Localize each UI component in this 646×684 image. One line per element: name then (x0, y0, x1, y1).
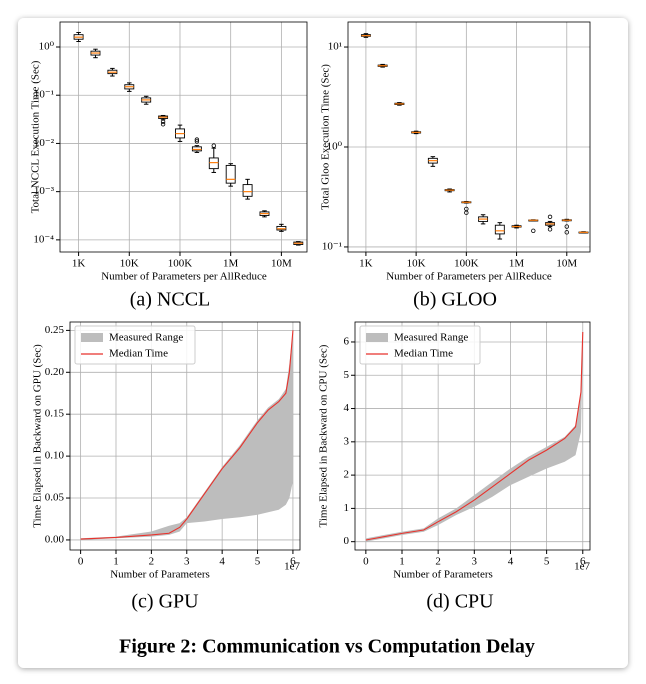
x-tick-label: 10K (120, 258, 139, 270)
x-tick-label: 6 (290, 556, 296, 568)
x-tick-label: 6 (580, 556, 586, 568)
x-tick-label: 2 (149, 556, 155, 568)
outlier (464, 210, 469, 215)
x-tick-label: 5 (544, 556, 550, 568)
x-tick-label: 1K (72, 258, 86, 270)
y-tick-label: 0.15 (45, 408, 65, 420)
x-tick-label: 10K (407, 258, 426, 270)
figure-caption: Figure 2: Communication vs Computation D… (119, 636, 535, 658)
panel: 10⁻¹ 10⁰ 10¹ 1K 10K 100K 1M 10M Number of Parame… (320, 21, 591, 311)
y-tick-label: 5 (344, 369, 350, 381)
x-tick-label: 100K (454, 258, 479, 270)
range-area (80, 330, 293, 540)
x-tick-label: 1M (509, 258, 525, 270)
subfigure-caption: (c) GPU (131, 591, 199, 613)
x-tick-label: 10M (556, 258, 577, 270)
panel: 0 1 2 3 4 5 6 0 1 2 3 4 5 6 Measured Range Median Time N… (318, 321, 591, 613)
y-tick-label: 10⁰ (39, 41, 55, 53)
y-tick-label: 0.10 (45, 450, 65, 462)
y-tick-label: 10⁰ (327, 141, 343, 153)
outlier (547, 214, 553, 220)
subfigure-caption: (a) NCCL (130, 289, 211, 311)
x-tick-label: 0 (363, 556, 369, 568)
y-tick-label: 0 (344, 535, 350, 547)
y-tick-label: 10⁻¹ (34, 89, 54, 101)
y-tick-label: 0.25 (45, 324, 65, 336)
outlier (547, 227, 553, 232)
x-offset-label: 1e7 (574, 561, 590, 573)
x-tick-label: 0 (78, 556, 84, 568)
box (494, 224, 505, 235)
y-tick-label: 4 (344, 402, 350, 414)
x-tick-label: 3 (472, 556, 478, 568)
outlier (211, 143, 216, 148)
x-tick-label: 1 (113, 556, 119, 568)
x-tick-label: 5 (255, 556, 261, 568)
panel: 0.00 0.05 0.10 0.15 0.20 0.25 0 1 2 3 4 5 6 Measured … (32, 321, 301, 613)
plot-frame (347, 21, 591, 253)
x-axis-label: Number of Parameters (393, 569, 493, 581)
x-offset-label: 1e7 (284, 561, 300, 573)
y-axis-label: Total Gloo Execution Time (Sec) (320, 64, 332, 210)
y-tick-label: 2 (344, 469, 350, 481)
legend-label: Measured Range (394, 332, 468, 344)
x-axis-label: Number of Parameters per AllReduce (101, 271, 267, 283)
subfigure-caption: (d) CPU (426, 591, 494, 613)
x-tick-label: 4 (508, 556, 514, 568)
outlier (564, 224, 569, 229)
x-tick-label: 2 (435, 556, 441, 568)
y-tick-label: 10⁻⁴ (33, 233, 54, 245)
outlier (160, 122, 166, 127)
x-tick-label: 1M (223, 258, 239, 270)
y-axis-label: Time Elapsed in Backward on GPU (Sec) (32, 344, 44, 528)
x-tick-label: 3 (184, 556, 190, 568)
y-tick-label: 10⁻² (34, 137, 55, 149)
plot-frame (354, 321, 591, 551)
median-line (365, 331, 584, 541)
panel: 10⁻⁴ 10⁻³ 10⁻² 10⁻¹ 10⁰ 1K 10K 100K 1M 10M Number … (30, 21, 308, 311)
plot-frame (69, 321, 301, 551)
outlier (160, 119, 166, 125)
y-tick-label: 0.00 (45, 533, 65, 545)
y-tick-label: 1 (344, 502, 350, 514)
y-tick-label: 10¹ (328, 41, 342, 53)
outlier (564, 230, 569, 235)
y-tick-label: 3 (344, 435, 350, 447)
y-axis-label: Time Elapsed in Backward on CPU (Sec) (318, 344, 330, 527)
y-tick-label: 6 (344, 336, 350, 348)
x-tick-label: 4 (219, 556, 225, 568)
box (208, 157, 219, 170)
legend-box (359, 325, 481, 365)
legend-label: Median Time (394, 348, 453, 360)
y-tick-label: 10⁻¹ (322, 240, 342, 252)
median-line (80, 330, 294, 540)
y-tick-label: 0.05 (45, 492, 65, 504)
plot-frame (59, 21, 308, 253)
legend-box (74, 325, 196, 365)
y-axis-label: Total NCCL Execution Time (Sec) (30, 60, 42, 213)
x-tick-label: 10M (271, 258, 292, 270)
legend-label: Measured Range (109, 332, 183, 344)
x-axis-label: Number of Parameters per AllReduce (386, 271, 552, 283)
y-tick-label: 0.20 (45, 366, 65, 378)
box (242, 184, 253, 197)
legend-swatch (81, 333, 103, 342)
x-tick-label: 1 (399, 556, 405, 568)
box (225, 164, 236, 184)
legend-label: Median Time (109, 348, 168, 360)
legend-swatch (366, 333, 388, 342)
outlier (194, 137, 200, 142)
x-tick-label: 100K (168, 258, 193, 270)
outlier (194, 139, 200, 144)
subfigure-caption: (b) GLOO (413, 289, 497, 311)
x-tick-label: 1K (359, 258, 373, 270)
x-axis-label: Number of Parameters (110, 569, 210, 581)
outlier (531, 228, 536, 234)
y-tick-label: 10⁻³ (34, 185, 55, 197)
